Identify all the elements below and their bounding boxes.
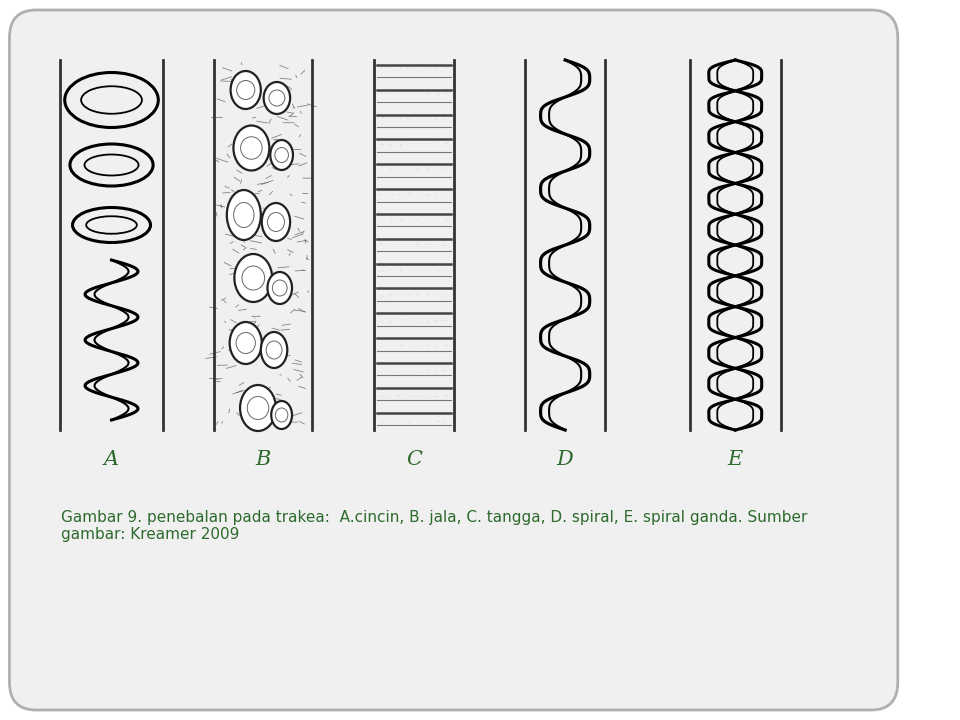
Text: D: D (557, 450, 573, 469)
Ellipse shape (272, 401, 292, 429)
Ellipse shape (261, 332, 287, 368)
Ellipse shape (240, 385, 276, 431)
Ellipse shape (262, 203, 290, 241)
Text: B: B (255, 450, 271, 469)
Ellipse shape (229, 322, 262, 364)
Ellipse shape (264, 82, 290, 114)
Text: A: A (104, 450, 119, 469)
Ellipse shape (233, 125, 270, 171)
Ellipse shape (234, 254, 273, 302)
Ellipse shape (268, 272, 292, 304)
Text: C: C (406, 450, 422, 469)
Text: Gambar 9. penebalan pada trakea:  A.cincin, B. jala, C. tangga, D. spiral, E. sp: Gambar 9. penebalan pada trakea: A.cinci… (61, 510, 807, 542)
Ellipse shape (227, 190, 261, 240)
Ellipse shape (271, 140, 293, 170)
Ellipse shape (230, 71, 261, 109)
Text: E: E (728, 450, 743, 469)
FancyBboxPatch shape (10, 10, 898, 710)
